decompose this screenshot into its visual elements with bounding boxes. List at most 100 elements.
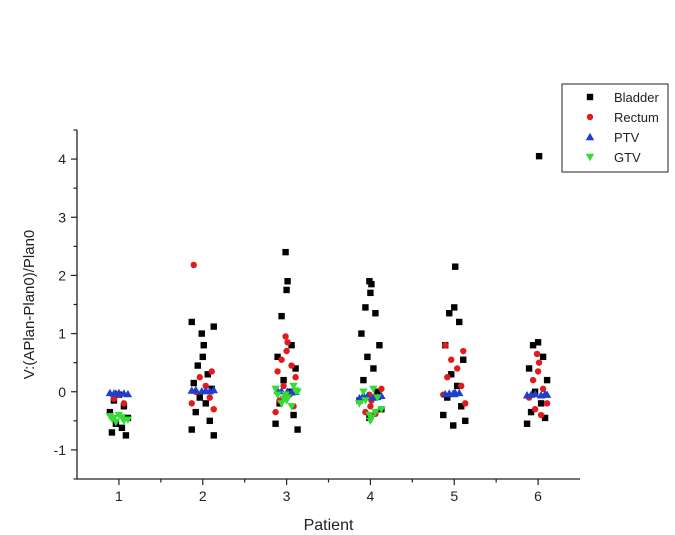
legend-label: PTV bbox=[614, 130, 640, 145]
rectum-point bbox=[280, 382, 287, 390]
series-rectum bbox=[110, 261, 551, 419]
bladder-point bbox=[525, 365, 533, 372]
rectum-point bbox=[284, 339, 291, 346]
bladder-point bbox=[210, 432, 217, 439]
bladder-point bbox=[537, 400, 545, 407]
rectum-point bbox=[282, 333, 289, 340]
rectum-point bbox=[460, 347, 467, 355]
y-tick-label: 1 bbox=[58, 326, 66, 342]
x-tick-label: 5 bbox=[450, 488, 458, 504]
gtv-point bbox=[111, 418, 121, 427]
bladder-point bbox=[204, 371, 211, 378]
bladder-point bbox=[118, 424, 126, 432]
y-tick-label: 3 bbox=[58, 209, 66, 225]
bladder-point bbox=[372, 310, 379, 317]
rectum-point bbox=[120, 400, 128, 407]
rectum-point bbox=[454, 365, 461, 372]
gtv-point bbox=[279, 395, 288, 403]
bladder-point bbox=[370, 365, 377, 372]
rectum-point bbox=[206, 394, 213, 401]
bladder-point bbox=[446, 310, 453, 317]
rectum-point bbox=[534, 368, 542, 375]
rectum-point bbox=[367, 403, 374, 410]
axes bbox=[76, 130, 580, 480]
ptv-point bbox=[540, 389, 550, 398]
x-ticks: 1 2 3 4 5 6 bbox=[115, 479, 542, 504]
ptv-point bbox=[355, 393, 364, 402]
ptv-point bbox=[209, 385, 218, 394]
x-tick-label: 2 bbox=[199, 488, 207, 504]
bladder-point bbox=[288, 342, 295, 349]
bladder-point bbox=[440, 411, 447, 419]
rectum-point bbox=[535, 359, 543, 366]
rectum-point bbox=[531, 406, 539, 413]
gtv-point bbox=[107, 415, 117, 423]
x-tick-label: 4 bbox=[367, 488, 375, 504]
rectum-point bbox=[210, 406, 217, 413]
y-axis-label: V:(APlan-Plan0)/Plan0 bbox=[21, 230, 38, 380]
bladder-point bbox=[541, 414, 549, 422]
rectum-point bbox=[529, 376, 537, 384]
bladder-point bbox=[523, 420, 531, 427]
bladder-point bbox=[198, 330, 205, 337]
bladder-point bbox=[122, 432, 130, 439]
bladder-point bbox=[190, 379, 197, 387]
rectum-point bbox=[190, 261, 197, 269]
gtv-point bbox=[373, 394, 382, 402]
rectum-point bbox=[110, 395, 118, 402]
bladder-point bbox=[539, 353, 547, 361]
ptv-point bbox=[197, 386, 206, 395]
y-ticks: -1 0 1 2 3 4 bbox=[54, 129, 77, 480]
bladder-point bbox=[202, 400, 209, 407]
bladder-point bbox=[360, 376, 367, 384]
bladder-point bbox=[208, 385, 215, 393]
rectum-point bbox=[442, 342, 449, 349]
gtv-point bbox=[377, 406, 386, 414]
bladder-point bbox=[358, 330, 365, 337]
legend-item-bladder: Bladder bbox=[586, 90, 659, 105]
ptv-point bbox=[105, 388, 115, 397]
bladder-point bbox=[196, 394, 203, 401]
rectum-point bbox=[283, 347, 290, 355]
rectum-point bbox=[188, 400, 195, 407]
bladder-point bbox=[280, 376, 287, 384]
bladder-point bbox=[188, 318, 195, 326]
rectum-point bbox=[292, 374, 299, 381]
bladder-point bbox=[376, 342, 383, 349]
x-tick-label: 3 bbox=[283, 488, 291, 504]
rectum-point bbox=[272, 408, 279, 416]
bladder-point bbox=[444, 394, 451, 401]
bladder-point bbox=[456, 318, 463, 326]
gtv-point bbox=[369, 385, 378, 394]
bladder-point bbox=[527, 408, 535, 416]
legend-marker bbox=[586, 113, 594, 121]
x-axis-label: Patient bbox=[304, 517, 354, 534]
rectum-point bbox=[196, 374, 203, 381]
rectum-point bbox=[278, 356, 285, 363]
ptv-point bbox=[187, 386, 196, 394]
rectum-point bbox=[539, 385, 547, 393]
bladder-point bbox=[283, 286, 290, 294]
ptv-point bbox=[455, 388, 464, 397]
rectum-point bbox=[378, 385, 385, 393]
bladder-point bbox=[272, 420, 279, 427]
bladder-point bbox=[460, 356, 467, 363]
bladder-point bbox=[278, 312, 285, 320]
rectum-point bbox=[543, 400, 551, 407]
legend-marker bbox=[585, 153, 595, 162]
bladder-point bbox=[451, 304, 458, 311]
legend-marker bbox=[586, 93, 594, 101]
bladder-point bbox=[543, 376, 551, 384]
y-tick-label: -1 bbox=[54, 442, 67, 458]
rectum-point bbox=[448, 356, 455, 363]
legend-item-gtv: GTV bbox=[585, 150, 641, 165]
ptv-point bbox=[441, 389, 450, 398]
gtv-point bbox=[355, 400, 364, 408]
bladder-point bbox=[367, 289, 374, 297]
bladder-point bbox=[194, 362, 201, 369]
bladder-point bbox=[292, 365, 299, 372]
bladder-point bbox=[535, 152, 543, 160]
bladder-point bbox=[529, 342, 537, 349]
series-ptv bbox=[105, 385, 552, 402]
